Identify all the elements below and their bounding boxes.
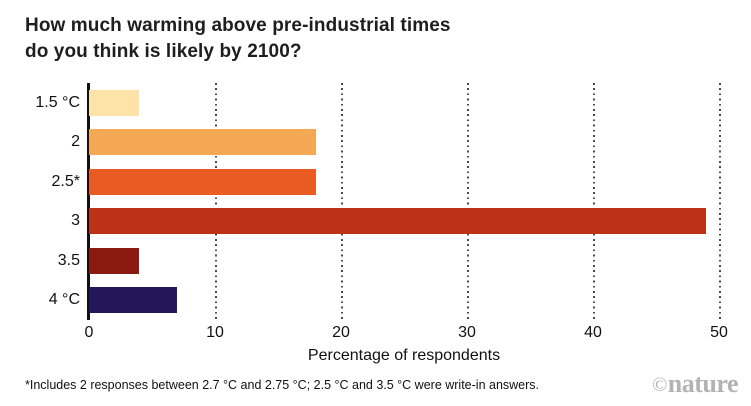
y-axis-label: 4 °C [48,291,80,309]
copyright-icon: © [652,374,667,396]
gridline [215,83,217,320]
bar-row [89,168,719,195]
y-axis-label: 2.5* [51,172,80,190]
x-tick-label: 50 [710,324,728,341]
nature-logo: ©nature [652,369,738,399]
bar-segment [89,208,707,235]
x-tick-label: 0 [84,324,94,341]
bar-row [89,208,719,235]
bar-segment [89,89,140,116]
x-tick-label: 40 [584,324,602,341]
gridline [341,83,343,320]
y-axis-label: 1.5 °C [35,93,80,111]
bar-row [89,287,719,314]
bar-segment [89,247,140,274]
x-tick-label: 30 [458,324,476,341]
chart-title-line1: How much warming above pre-industrial ti… [25,15,451,36]
y-axis-label: 3.5 [57,251,80,269]
chart-title: How much warming above pre-industrial ti… [25,13,451,65]
bar-segment [89,287,178,314]
y-axis-label: 3 [71,212,80,230]
y-axis-line [87,83,90,320]
y-axis-label: 2 [71,133,80,151]
footnote: *Includes 2 responses between 2.7 °C and… [25,378,540,392]
bar-rows [89,83,719,320]
gridline [467,83,469,320]
gridline [593,83,595,320]
x-axis-ticks: 0 10 20 30 40 50 [85,324,728,344]
bar-segment [89,168,316,195]
plot-area [87,83,721,320]
bar-chart: 1.5 °C 2 2.5* 3 3.5 4 °C 0 10 20 30 40 50 Percenta… [0,83,751,383]
x-tick-label: 10 [206,324,224,341]
bar-row [89,89,719,116]
gridline [719,83,721,320]
nature-logo-text: nature [667,369,739,398]
y-axis-labels: 1.5 °C 2 2.5* 3 3.5 4 °C [0,83,80,320]
bar-row [89,247,719,274]
bar-segment [89,129,316,156]
bar-row [89,129,719,156]
gridlines [89,83,721,320]
chart-title-line2: do you think is likely by 2100? [25,41,302,62]
x-tick-label: 20 [332,324,350,341]
x-axis-label: Percentage of respondents [307,347,501,364]
